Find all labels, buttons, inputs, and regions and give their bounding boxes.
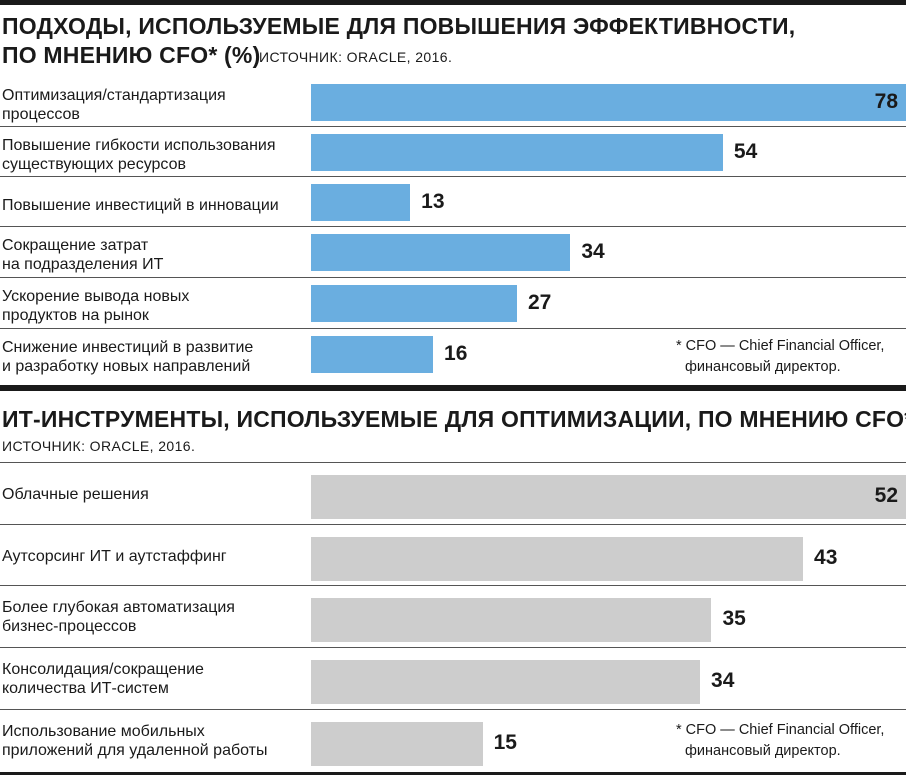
category-label: Более глубокая автоматизация бизнес-проц… [2,599,235,635]
category-label: Оптимизация/стандартизация процессов [2,87,226,123]
bar [311,84,906,121]
row-separator [0,176,906,177]
chart1-footnote-line2: финансовый директор. [685,359,841,375]
category-label: Повышение инвестиций в инновации [2,197,279,214]
value-label: 34 [711,669,735,692]
bar [311,475,906,519]
row-separator [0,226,906,227]
category-label: Сокращение затрат на подразделения ИТ [2,237,164,273]
chart1-footnote-line1: * CFO — Chief Financial Officer, [676,338,885,354]
value-label: 52 [874,484,898,507]
category-label: Облачные решения [2,486,149,503]
row-separator [0,585,906,586]
bottom-rule [0,772,906,775]
value-label: 27 [527,290,552,314]
chart2-footnote-line2: финансовый директор. [685,743,841,759]
bar [311,660,701,704]
chart1-source: ИСТОЧНИК: ORACLE, 2016. [259,49,453,65]
row-separator [0,462,906,463]
bar [311,722,483,766]
row-separator [0,277,906,278]
value-label: 34 [581,239,605,263]
value-label: 43 [814,546,838,569]
row-separator [0,647,906,648]
chart1-title-line2: ПО МНЕНИЮ CFO* (%) [2,42,261,68]
category-label: Использование мобильных приложений для у… [2,723,268,759]
chart2-title: ИТ-ИНСТРУМЕНТЫ, ИСПОЛЬЗУЕМЫЕ ДЛЯ ОПТИМИЗ… [2,406,906,432]
value-label: 13 [421,189,445,213]
chart1-plot: Оптимизация/стандартизация процессов 78 По… [0,76,906,382]
bar [311,234,571,271]
row-separator [0,709,906,710]
bar [311,336,434,373]
bar [311,537,804,581]
chart2-source: ИСТОЧНИК: ORACLE, 2016. [2,438,196,454]
category-label: Повышение гибкости использования существ… [2,137,276,173]
bar [311,598,712,642]
bar [311,184,411,221]
row-separator [0,126,906,127]
top-rule [0,0,906,5]
value-label: 16 [444,341,468,365]
value-label: 35 [722,607,746,630]
bar [311,134,723,171]
category-label: Аутсорсинг ИТ и аутстаффинг [2,548,227,565]
value-label: 78 [874,89,898,113]
category-label: Консолидация/сокращение количества ИТ-си… [2,661,204,697]
chart1-title-line1: ПОДХОДЫ, ИСПОЛЬЗУЕМЫЕ ДЛЯ ПОВЫШЕНИЯ ЭФФЕ… [2,13,796,39]
middle-rule [0,385,906,391]
category-label: Ускорение вывода новых продуктов на рыно… [2,288,190,324]
row-separator [0,524,906,525]
value-label: 15 [493,731,517,754]
chart2-footnote-line1: * CFO — Chief Financial Officer, [676,722,885,738]
row-separator [0,328,906,329]
bar [311,285,517,322]
value-label: 54 [733,139,758,163]
chart2-plot: Облачные решения 52 Аутсорсинг ИТ и аутста… [0,462,906,772]
category-label: Снижение инвестиций в развитие и разрабо… [2,339,254,375]
